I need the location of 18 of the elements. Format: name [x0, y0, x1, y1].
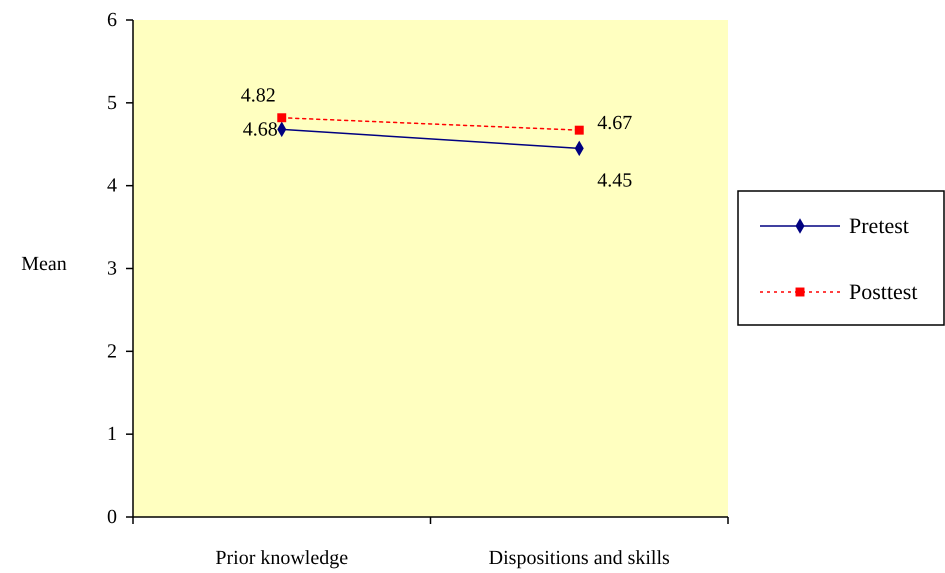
y-tick-label: 5	[107, 92, 117, 114]
y-tick-label: 1	[107, 423, 117, 446]
legend-label: Pretest	[849, 213, 909, 238]
y-tick-label: 3	[107, 258, 117, 280]
y-tick-label: 4	[107, 174, 117, 197]
legend-label: Posttest	[849, 279, 918, 304]
data-label: 4.45	[597, 169, 632, 192]
data-label: 4.82	[240, 84, 276, 107]
point	[277, 113, 286, 122]
data-label: 4.68	[242, 118, 278, 140]
y-tick-label: 0	[107, 506, 117, 528]
y-tick-label: 6	[107, 9, 117, 31]
y-axis-title: Mean	[21, 253, 67, 275]
x-tick-label: Dispositions and skills	[488, 547, 670, 569]
y-tick-label: 2	[107, 340, 117, 362]
point	[574, 126, 584, 135]
x-tick-label: Prior knowledge	[215, 547, 348, 569]
data-label: 4.67	[597, 112, 632, 134]
